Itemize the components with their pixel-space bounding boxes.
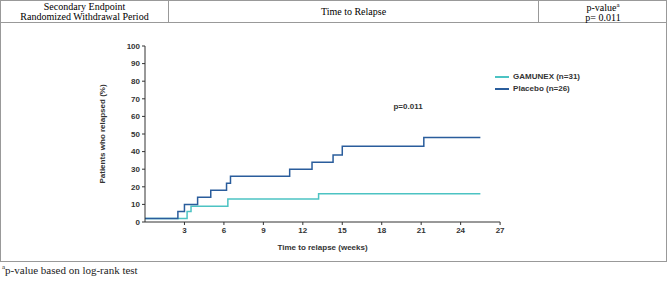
svg-text:21: 21 <box>417 226 426 235</box>
svg-text:10: 10 <box>131 200 140 209</box>
html-text:Time to Relapse: Time to Relapse <box>320 5 387 17</box>
svg-text:p=0.011: p=0.011 <box>393 102 423 111</box>
html-text:Placebo (n=26): Placebo (n=26) <box>513 84 570 93</box>
svg-text:30: 30 <box>131 165 140 174</box>
html-text:GAMUNEX (n=31): GAMUNEX (n=31) <box>513 72 580 81</box>
svg-text:60: 60 <box>131 112 140 121</box>
svg-text:3: 3 <box>182 226 187 235</box>
html-text:p= 0.011: p= 0.011 <box>585 12 621 24</box>
svg-text:100: 100 <box>127 42 141 51</box>
svg-text:80: 80 <box>131 77 140 86</box>
svg-text:Time to relapse (weeks): Time to relapse (weeks) <box>277 243 367 252</box>
html-text:ap-value based on log-rank tes: ap-value based on log-rank test <box>2 263 138 276</box>
svg-text:90: 90 <box>131 59 140 68</box>
svg-text:20: 20 <box>131 183 140 192</box>
html-text:Randomized Withdrawal Period: Randomized Withdrawal Period <box>20 10 149 22</box>
svg-text:12: 12 <box>298 226 307 235</box>
svg-text:24: 24 <box>456 226 465 235</box>
svg-text:50: 50 <box>131 130 140 139</box>
svg-text:27: 27 <box>496 226 505 235</box>
svg-text:Patients who relapsed (%): Patients who relapsed (%) <box>98 84 107 183</box>
svg-text:0: 0 <box>136 218 141 227</box>
svg-text:15: 15 <box>338 226 347 235</box>
svg-text:6: 6 <box>222 226 227 235</box>
svg-text:18: 18 <box>377 226 386 235</box>
html-text:p-valuea: p-valuea <box>586 0 620 14</box>
svg-text:40: 40 <box>131 147 140 156</box>
svg-text:9: 9 <box>261 226 266 235</box>
svg-text:70: 70 <box>131 95 140 104</box>
html-text:Secondary Endpoint: Secondary Endpoint <box>43 0 126 12</box>
